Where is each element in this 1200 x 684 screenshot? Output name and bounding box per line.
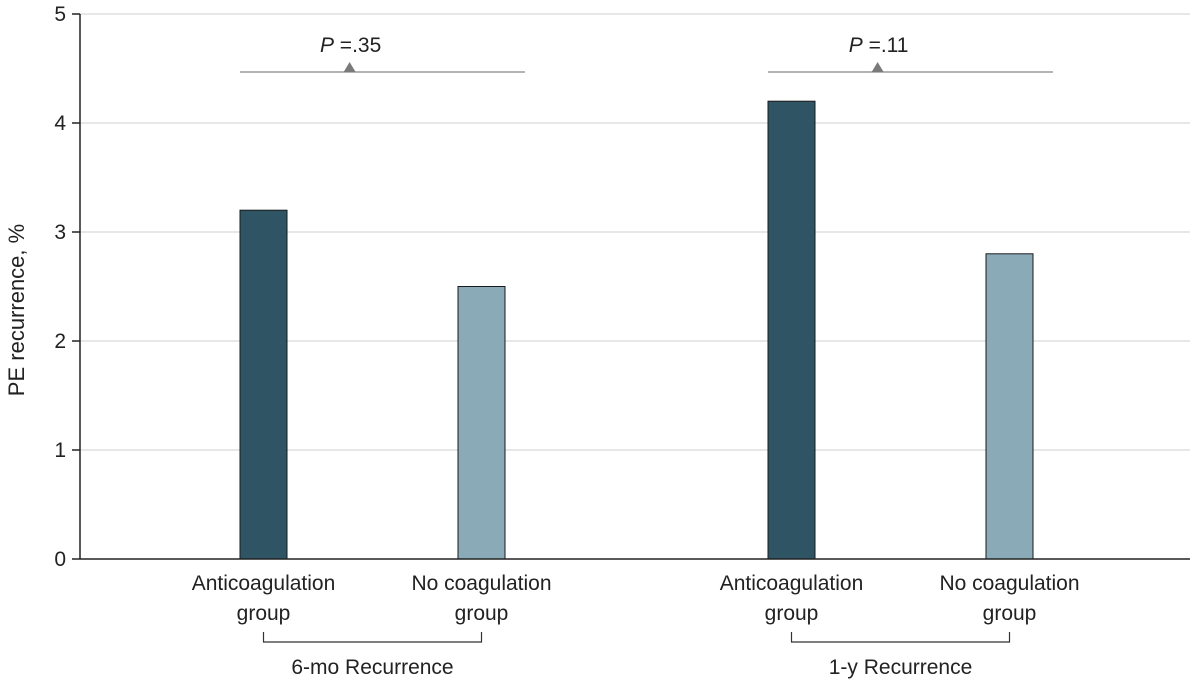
bar <box>457 286 506 560</box>
bar <box>985 253 1034 560</box>
group-brackets: 6-mo Recurrence 1-y Recurrence <box>262 632 1011 679</box>
x-category-label: group <box>983 602 1037 625</box>
p-value-prefix: P <box>320 34 334 57</box>
y-tick-label: 5 <box>54 3 66 26</box>
x-category-label: No coagulation <box>939 572 1079 595</box>
y-tick-label: 4 <box>54 112 66 135</box>
group-label: 1-y Recurrence <box>829 656 973 679</box>
group-label: 6-mo Recurrence <box>291 656 453 679</box>
y-tick-label: 1 <box>54 439 66 462</box>
y-tick-label: 3 <box>54 221 66 244</box>
y-tick-label: 2 <box>54 330 66 353</box>
x-axis-labels: Anticoagulation group No coagulation group A… <box>192 572 1080 625</box>
x-category-label: Anticoagulation <box>720 572 864 595</box>
bar <box>767 100 816 560</box>
x-category-label: No coagulation <box>411 572 551 595</box>
x-category-label: group <box>237 602 291 625</box>
bars <box>239 100 1034 560</box>
group-bracket <box>790 632 1011 643</box>
p-value-label: P =.11 <box>849 34 909 57</box>
p-value-number: =.35 <box>334 34 381 57</box>
p-value-label: P =.35 <box>320 34 381 57</box>
y-tick-label: 0 <box>54 548 66 571</box>
x-category-label: group <box>765 602 819 625</box>
p-value-prefix: P <box>849 34 863 57</box>
p-value-number: =.11 <box>863 34 909 57</box>
p-value-marker-icon <box>343 62 356 72</box>
p-value-marker-icon <box>871 62 884 72</box>
y-axis-title: PE recurrence, % <box>4 224 29 396</box>
group-bracket <box>262 632 483 643</box>
x-category-label: Anticoagulation <box>192 572 336 595</box>
p-value-annotations: P =.35 P =.11 <box>240 34 1053 73</box>
x-category-label: group <box>455 602 509 625</box>
bar <box>239 209 288 560</box>
y-axis-ticks: 0 1 2 3 4 5 <box>54 3 80 571</box>
